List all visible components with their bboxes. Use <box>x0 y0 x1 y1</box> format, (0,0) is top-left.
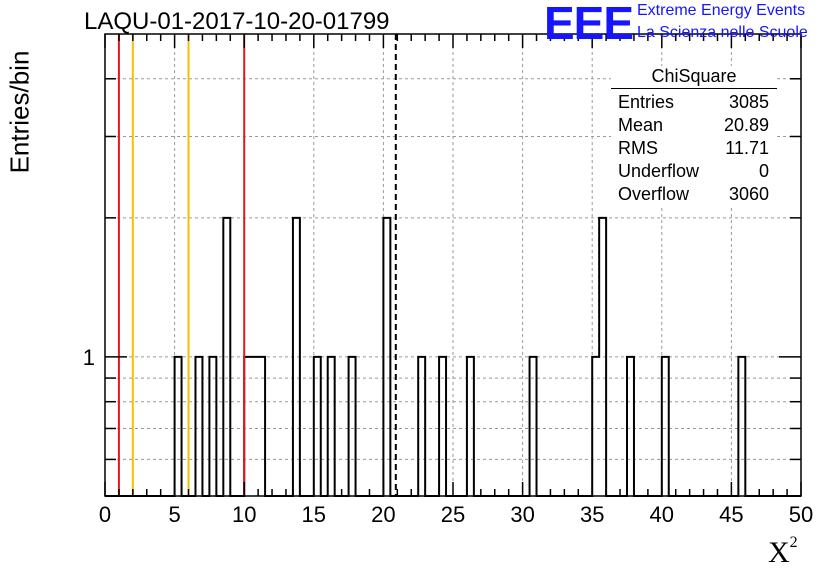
stats-title: ChiSquare <box>611 66 777 89</box>
x-tick-label: 35 <box>580 502 604 527</box>
y-tick-label: 1 <box>83 345 95 370</box>
stats-row-overflow: Overflow 3060 <box>611 183 777 206</box>
logo-mark: EEE <box>544 0 634 49</box>
stats-value: 20.89 <box>723 115 769 135</box>
stats-value: 3085 <box>728 92 769 112</box>
stats-label: Entries <box>618 92 675 112</box>
stats-label: RMS <box>618 138 658 158</box>
stats-row-underflow: Underflow 0 <box>611 160 777 183</box>
x-tick-label: 5 <box>168 502 180 527</box>
stats-box: ChiSquare Entries 3085 Mean 20.89 RMS 11.71… <box>611 66 777 206</box>
x-tick-label: 15 <box>302 502 326 527</box>
y-axis-label: Entries/bin <box>4 50 35 174</box>
stats-row-mean: Mean 20.89 <box>611 114 777 137</box>
x-tick-label: 45 <box>719 502 743 527</box>
x-tick-label: 10 <box>232 502 256 527</box>
x-tick-label: 30 <box>510 502 534 527</box>
stats-label: Overflow <box>618 184 690 204</box>
x-axis-label: X2 <box>768 534 798 570</box>
x-axis-label-base: X <box>768 536 790 569</box>
stats-label: Underflow <box>618 161 700 181</box>
axes-layer: 0 5 10 15 20 25 30 35 40 45 50 1 <box>83 33 813 527</box>
logo-line-1: Extreme Energy Events <box>637 2 806 19</box>
stats-value: 0 <box>758 161 769 181</box>
x-tick-label: 50 <box>789 502 813 527</box>
x-tick-label: 0 <box>99 502 111 527</box>
stats-value: 3060 <box>728 184 769 204</box>
logo-line-2: La Scienza nelle Scuole <box>637 24 808 41</box>
x-tick-label: 40 <box>650 502 674 527</box>
x-tick-label: 20 <box>371 502 395 527</box>
chart-title: LAQU-01-2017-10-20-01799 <box>84 8 390 35</box>
stats-label: Mean <box>618 115 664 135</box>
stats-value: 11.71 <box>725 138 769 158</box>
stats-row-entries: Entries 3085 <box>611 91 777 114</box>
x-tick-label: 25 <box>441 502 465 527</box>
x-axis-label-sup: 2 <box>789 534 798 551</box>
stats-row-rms: RMS 11.71 <box>611 137 777 160</box>
